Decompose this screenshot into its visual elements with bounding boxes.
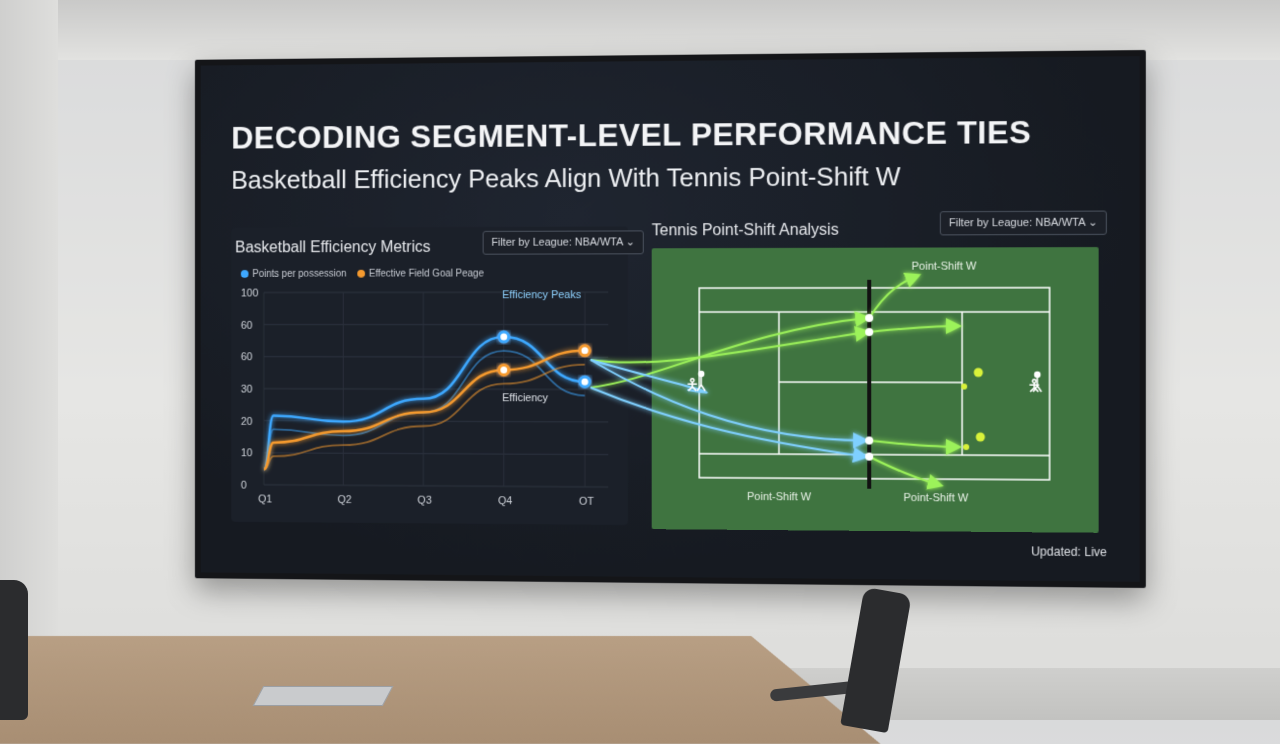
tennis-ball-icon (974, 368, 983, 377)
display-screen: DECODING SEGMENT-LEVEL PERFORMANCE TIES … (201, 56, 1140, 582)
arrow-green-low (869, 441, 958, 447)
court-outline (699, 288, 1049, 480)
x-tick-label: Q4 (498, 495, 512, 507)
efficiency-annotation: Efficiency (502, 392, 548, 404)
tennis-ball-icon (963, 444, 969, 450)
players: 🯅 🯅 (685, 377, 1041, 395)
tennis-player-icon (699, 371, 704, 376)
wall-display: DECODING SEGMENT-LEVEL PERFORMANCE TIES … (195, 50, 1146, 588)
y-tick-label: 30 (241, 384, 253, 396)
point-shift-label-left: Point-Shift W (747, 491, 812, 504)
court-node (865, 436, 873, 444)
x-tick-label: Q2 (338, 494, 352, 506)
court-node (865, 328, 873, 336)
y-tick-label: 20 (241, 416, 253, 428)
arrow-blue-2 (590, 388, 865, 457)
y-tick-label: 60 (241, 352, 253, 364)
point-shift-label-right: Point-Shift W (903, 492, 969, 505)
chair-left (0, 580, 28, 720)
visualization-overlay: 10060603020100Q1Q2Q3Q4OT Efficiency Peak… (201, 56, 1140, 582)
table-cable-plate (253, 686, 394, 706)
y-tick-label: 100 (241, 288, 259, 300)
updated-status: Updated: Live (1031, 544, 1107, 559)
arrow-green-mid (869, 326, 958, 332)
x-tick-label: Q3 (417, 495, 431, 507)
x-tick-label: OT (579, 496, 594, 508)
tennis-player-icon: 🯅 (1027, 377, 1041, 394)
data-point (580, 377, 590, 387)
tennis-ball-icon (961, 384, 967, 390)
tennis-ball-icon (976, 432, 985, 441)
doubles-line-bottom (699, 454, 1049, 456)
court-node (865, 453, 873, 461)
grid-line (264, 389, 608, 390)
conference-table (0, 636, 880, 744)
data-point (499, 365, 509, 375)
tennis-player-icon: 🯅 (685, 377, 699, 394)
grid-line (264, 453, 608, 455)
chart-grid (264, 292, 608, 487)
court-lines (699, 288, 1049, 480)
y-tick-label: 60 (241, 320, 253, 332)
tennis-balls (961, 368, 985, 450)
arrow-green-bottom (869, 457, 940, 486)
y-tick-label: 10 (241, 448, 253, 460)
peak-annotation: Efficiency Peaks (502, 289, 581, 301)
grid-line (264, 357, 608, 358)
x-tick-label: Q1 (258, 493, 272, 505)
point-shift-label-top: Point-Shift W (912, 260, 978, 272)
tennis-player-icon (1035, 372, 1040, 377)
data-point (580, 346, 590, 356)
series-line-echo (264, 364, 585, 471)
court-node (865, 314, 873, 322)
grid-line (264, 485, 608, 487)
data-point (499, 332, 509, 342)
y-tick-label: 0 (241, 480, 247, 492)
